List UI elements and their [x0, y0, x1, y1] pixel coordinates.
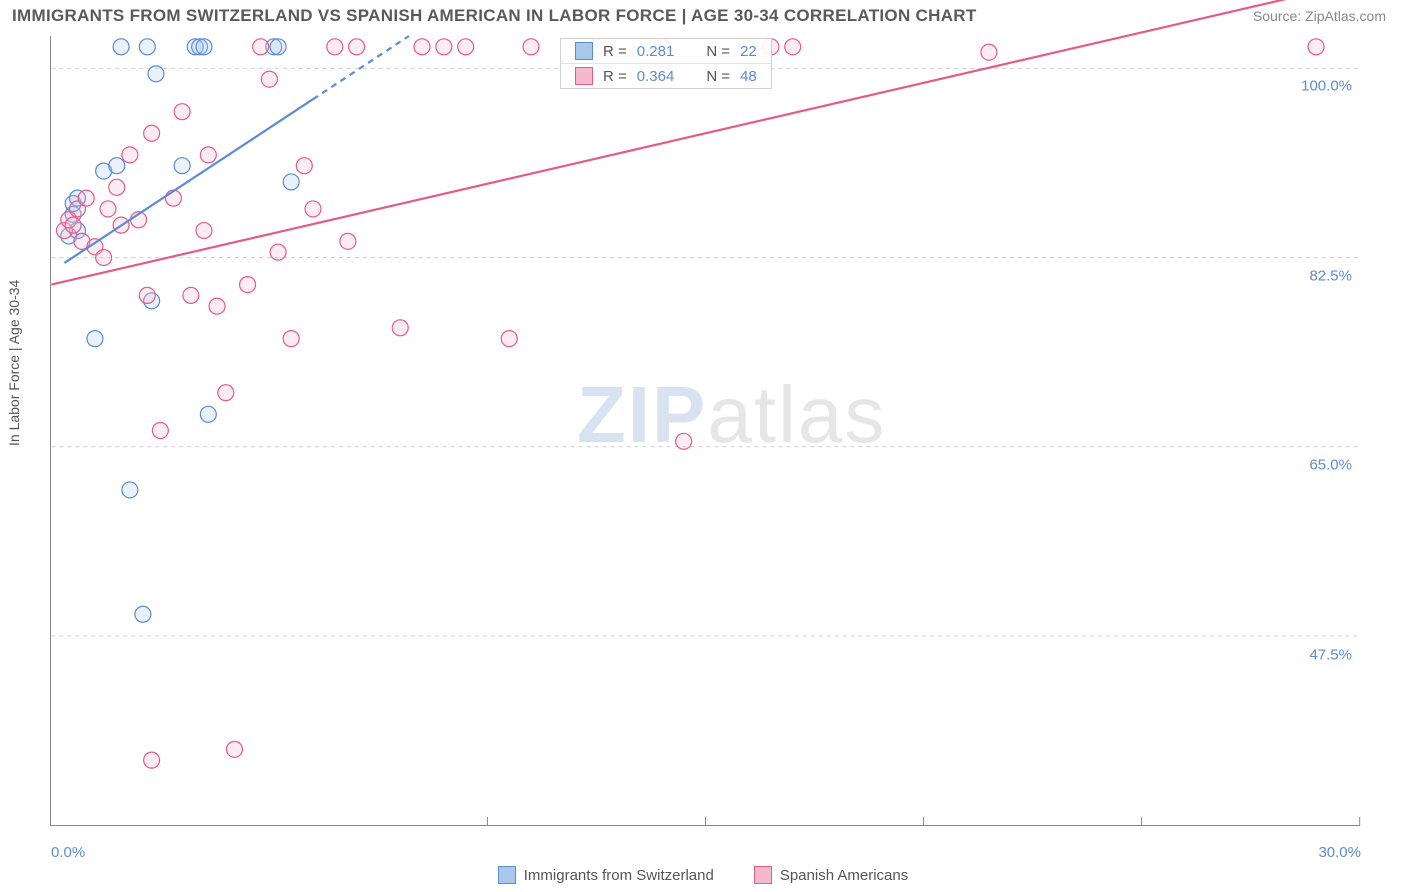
legend-n-value-2: 48 — [740, 68, 757, 85]
legend-swatch-1 — [575, 42, 593, 60]
legend-r-value-2: 0.364 — [637, 68, 675, 85]
legend-swatch-bottom-1 — [498, 866, 516, 884]
y-tick-label: 82.5% — [1309, 267, 1352, 284]
correlation-legend: R = 0.281 N = 22 R = 0.364 N = 48 — [560, 38, 772, 89]
legend-n-value-1: 22 — [740, 43, 757, 60]
chart-source: Source: ZipAtlas.com — [1253, 8, 1386, 24]
legend-n-label: N = — [706, 43, 730, 60]
legend-swatch-bottom-2 — [754, 866, 772, 884]
legend-label-1: Immigrants from Switzerland — [524, 867, 714, 884]
y-tick-label: 65.0% — [1309, 457, 1352, 474]
x-tick-label: 0.0% — [51, 844, 85, 861]
chart-header: IMMIGRANTS FROM SWITZERLAND VS SPANISH A… — [0, 0, 1406, 30]
legend-label-2: Spanish Americans — [780, 867, 908, 884]
y-tick-label: 47.5% — [1309, 646, 1352, 663]
legend-swatch-2 — [575, 67, 593, 85]
chart-title: IMMIGRANTS FROM SWITZERLAND VS SPANISH A… — [12, 6, 977, 26]
legend-item-2: Spanish Americans — [754, 866, 908, 884]
x-tick-label: 30.0% — [1318, 844, 1361, 861]
legend-n-label: N = — [706, 68, 730, 85]
chart-plot-area: ZIPatlas 47.5%65.0%82.5%100.0% 0.0%30.0% — [50, 36, 1360, 826]
legend-r-label: R = — [603, 68, 627, 85]
legend-item-1: Immigrants from Switzerland — [498, 866, 714, 884]
legend-r-value-1: 0.281 — [637, 43, 675, 60]
legend-row-series-1: R = 0.281 N = 22 — [561, 39, 771, 64]
legend-row-series-2: R = 0.364 N = 48 — [561, 64, 771, 88]
y-axis-label: In Labor Force | Age 30-34 — [6, 280, 22, 446]
legend-r-label: R = — [603, 43, 627, 60]
series-legend: Immigrants from Switzerland Spanish Amer… — [0, 866, 1406, 884]
y-tick-label: 100.0% — [1301, 78, 1352, 95]
scatter-plot-svg — [51, 36, 1360, 825]
